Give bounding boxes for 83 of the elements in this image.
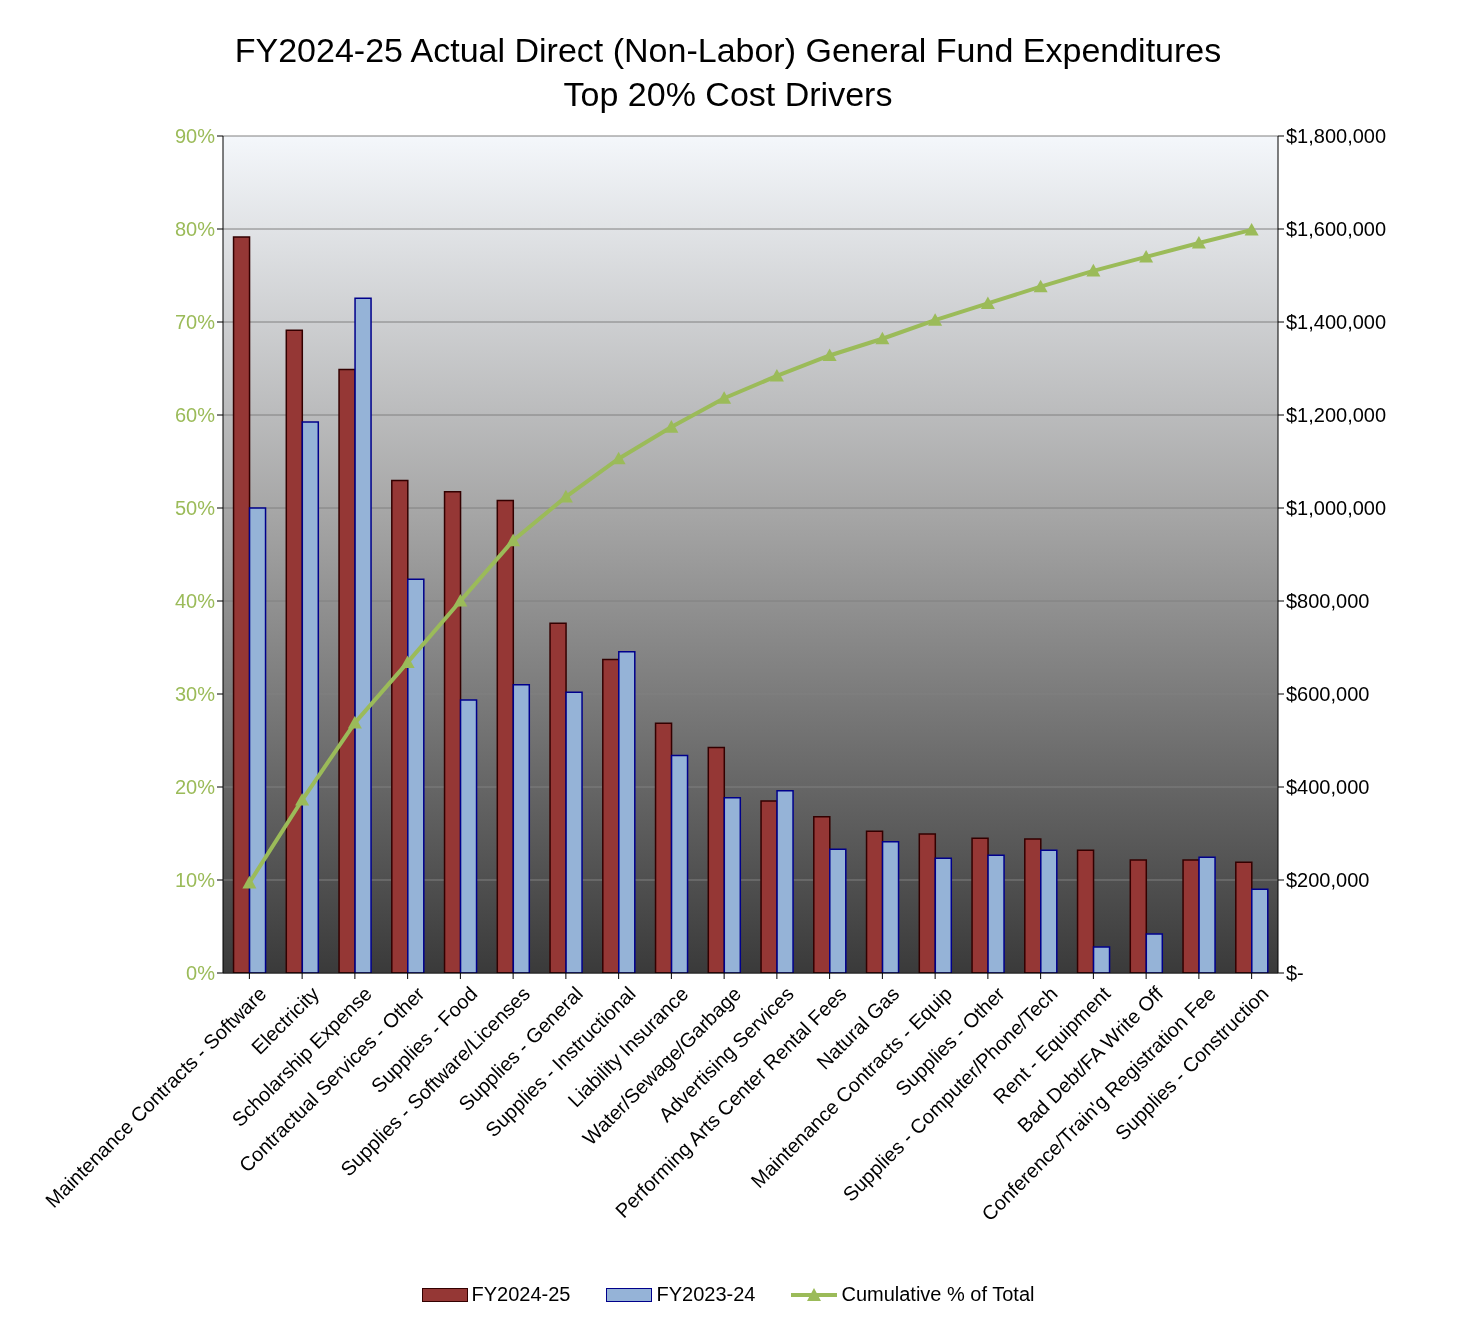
bar <box>1235 861 1253 973</box>
point <box>769 368 784 382</box>
bar <box>338 368 356 973</box>
bar <box>1198 856 1216 973</box>
y2-tick-label: $400,000 <box>1286 776 1370 799</box>
bar <box>776 789 794 973</box>
point <box>400 655 415 668</box>
bar <box>1024 838 1042 973</box>
bar <box>459 699 478 973</box>
point <box>1086 263 1101 277</box>
bar <box>1129 859 1148 973</box>
y2-tick-label: $200,000 <box>1286 869 1370 892</box>
legend-label: Cumulative % of Total <box>841 1283 1035 1306</box>
y-tick-label: 30% <box>174 683 216 706</box>
bar <box>670 754 689 973</box>
y-tick-label: 20% <box>174 776 216 799</box>
bar <box>407 578 425 973</box>
y-tick-label: 40% <box>174 590 216 613</box>
point <box>1139 249 1154 263</box>
bar <box>1076 849 1095 973</box>
point <box>664 420 679 433</box>
point <box>717 391 732 404</box>
bar <box>301 421 320 973</box>
bar <box>760 800 778 973</box>
chart-title: FY2024-25 Actual Direct (Non-Labor) General Fund Expenditures <box>233 30 1223 71</box>
y2-tick-label: $600,000 <box>1286 683 1370 706</box>
y2-tick-label: $- <box>1286 962 1304 985</box>
point <box>822 348 837 362</box>
bar <box>549 622 567 973</box>
bar <box>934 857 953 973</box>
bar <box>918 833 937 973</box>
bar <box>1040 849 1058 973</box>
bar <box>813 816 831 973</box>
point <box>980 296 995 309</box>
y-tick-label: 60% <box>174 404 216 427</box>
bar <box>987 854 1005 973</box>
point <box>242 875 257 889</box>
y2-tick-label: $1,200,000 <box>1286 404 1387 427</box>
bar <box>618 650 636 973</box>
point <box>875 331 890 345</box>
bar <box>248 507 267 973</box>
legend-label: FY2024-25 <box>471 1283 571 1306</box>
point <box>295 793 310 806</box>
bar <box>565 691 583 973</box>
point <box>928 313 943 326</box>
bar <box>602 658 620 973</box>
y-tick-label: 50% <box>174 497 216 520</box>
y2-tick-label: $1,000,000 <box>1286 497 1387 520</box>
point <box>1033 279 1048 293</box>
y2-tick-label: $1,800,000 <box>1286 125 1387 148</box>
y-tick-label: 0% <box>186 962 216 985</box>
y-tick-label: 70% <box>174 311 216 334</box>
bar <box>285 329 304 973</box>
bar <box>512 683 531 973</box>
bar <box>1251 888 1269 973</box>
y2-tick-label: $800,000 <box>1286 590 1370 613</box>
point <box>1244 222 1259 236</box>
bar <box>1145 933 1164 973</box>
bar <box>971 837 989 973</box>
bar <box>496 499 515 973</box>
point <box>506 533 521 547</box>
point <box>453 594 468 607</box>
bar <box>881 841 900 973</box>
bar <box>865 830 884 973</box>
chart-subtitle: Top 20% Cost Drivers <box>562 74 894 115</box>
bar <box>391 479 409 973</box>
y2-tick-label: $1,600,000 <box>1286 218 1387 241</box>
y-tick-label: 10% <box>174 869 216 892</box>
point <box>347 715 362 729</box>
y2-tick-label: $1,400,000 <box>1286 311 1387 334</box>
point <box>1191 235 1206 249</box>
bar <box>354 297 372 973</box>
bar <box>707 746 726 973</box>
y-tick-label: 80% <box>174 218 216 241</box>
bar <box>829 848 847 973</box>
bar <box>443 490 462 973</box>
legend-label: FY2023-24 <box>656 1283 756 1306</box>
bar <box>232 236 251 973</box>
bar <box>654 722 673 973</box>
bar <box>1182 859 1200 973</box>
bar <box>1092 946 1111 973</box>
y-tick-label: 90% <box>174 125 216 148</box>
bar <box>723 796 742 973</box>
